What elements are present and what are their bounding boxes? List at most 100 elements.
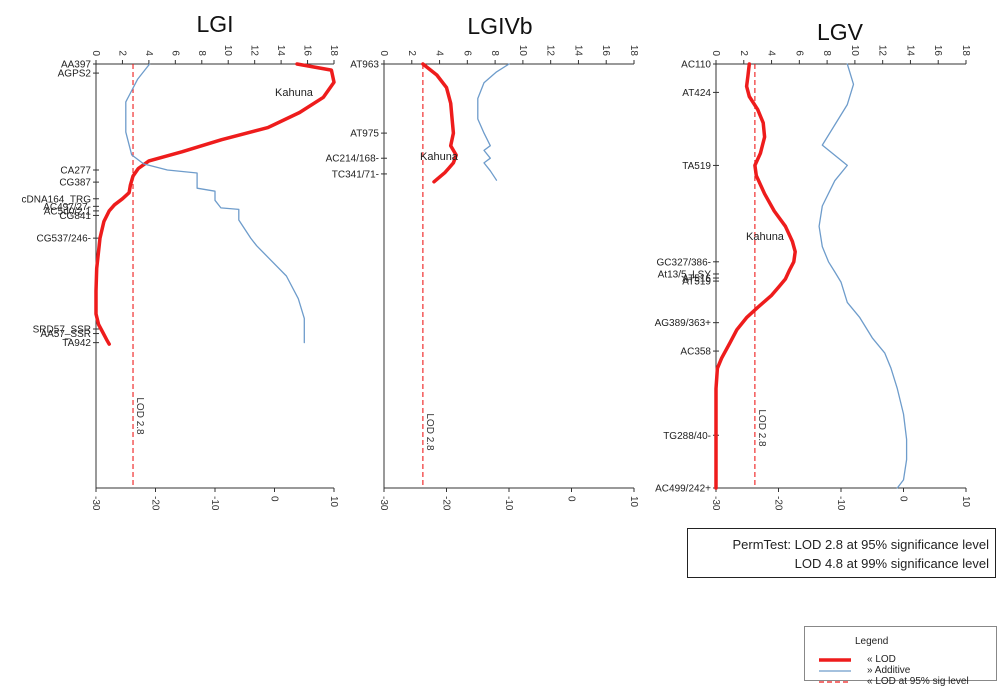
top-tick-label: 16 xyxy=(932,45,943,57)
marker-label: AT519 xyxy=(682,277,711,288)
legend-swatch-threshold xyxy=(819,681,851,683)
top-tick-label: 14 xyxy=(572,45,583,57)
marker-label: AC497/27- xyxy=(43,202,91,213)
marker-label: CG841 xyxy=(59,211,91,222)
marker-label: CG537/246- xyxy=(37,234,91,245)
bottom-tick-label: 0 xyxy=(566,496,577,502)
bottom-tick-label: -20 xyxy=(773,496,784,511)
marker-label: TA519 xyxy=(682,161,711,172)
panel-lgi: LGI 0 2 4 6 8 10 12 14 16 18 -30 -20 -10 0 10 AA397AGPS2… xyxy=(22,11,339,511)
marker-label: AC214/168- xyxy=(326,154,379,165)
bottom-tick-label: 0 xyxy=(269,496,280,502)
top-tick-label: 10 xyxy=(517,45,528,57)
legend-swatch-additive xyxy=(819,670,851,672)
bottom-tick-label: -20 xyxy=(150,496,161,511)
legend-item-additive: » Additive xyxy=(817,665,995,677)
top-tick-label: 12 xyxy=(249,45,260,57)
bottom-tick-label: 10 xyxy=(628,496,639,508)
bottom-tick-label: -10 xyxy=(835,496,846,511)
top-tick-label: 4 xyxy=(143,50,154,56)
top-tick-label: 2 xyxy=(406,50,417,56)
marker-label: TC341/71- xyxy=(332,169,379,180)
bottom-tick-label: 10 xyxy=(960,496,971,508)
marker-label: AG389/363+ xyxy=(655,318,712,329)
bottom-tick-label: 10 xyxy=(328,496,339,508)
legend-item-lod: « LOD xyxy=(817,654,995,666)
marker-label: CG387 xyxy=(59,178,91,189)
lod-series-line xyxy=(421,62,458,184)
marker-label: cDNA164_TRG xyxy=(22,194,92,205)
lod-series-line xyxy=(714,62,797,490)
top-tick-label: 2 xyxy=(738,50,749,56)
legend-label-threshold: « LOD at 95% sig level xyxy=(867,676,969,687)
top-tick-label: 16 xyxy=(600,45,611,57)
kahuna-annotation: Kahuna xyxy=(420,151,459,163)
bottom-tick-label: -30 xyxy=(90,496,101,511)
bottom-tick-label: -30 xyxy=(378,496,389,511)
top-tick-label: 14 xyxy=(275,45,286,57)
additive-series-line xyxy=(477,63,510,181)
marker-label: AC499/242+ xyxy=(655,484,711,495)
kahuna-annotation: Kahuna xyxy=(275,87,314,99)
top-tick-label: 8 xyxy=(196,50,207,56)
marker-label: AA397 xyxy=(61,60,91,71)
top-tick-label: 8 xyxy=(489,50,500,56)
marker-label: AT963 xyxy=(350,60,379,71)
panel-lgv: LGV 0 2 4 6 8 10 12 14 16 18 -30 -20 -10 0 10 AC110 AT424… xyxy=(655,19,971,511)
lod-series-line xyxy=(94,62,336,346)
additive-series-line xyxy=(818,63,908,489)
top-tick-label: 12 xyxy=(877,45,888,57)
legend-label-lod: « LOD xyxy=(867,654,896,665)
legend-item-threshold: « LOD at 95% sig level xyxy=(817,676,995,688)
top-tick-label: 6 xyxy=(169,50,180,56)
marker-label: TA942 xyxy=(62,338,91,349)
top-tick-label: 4 xyxy=(766,50,777,56)
kahuna-annotation: Kahuna xyxy=(746,231,785,243)
legend-title: Legend xyxy=(855,636,889,647)
top-tick-label: 10 xyxy=(222,45,233,57)
top-tick-label: 0 xyxy=(710,50,721,56)
perm-test-line-1: PermTest: LOD 2.8 at 95% significance le… xyxy=(732,537,989,552)
legend-swatch-lod xyxy=(819,658,851,662)
panel-lgivb: LGIVb 0 2 4 6 8 10 12 14 16 18 -30 -20 -10 0 10 AT963 AT9… xyxy=(326,13,639,511)
threshold-label: LOD 2.8 xyxy=(134,397,145,435)
marker-label: AGPS2 xyxy=(58,69,92,80)
top-tick-label: 18 xyxy=(328,45,339,57)
marker-label: CA277 xyxy=(60,166,91,177)
threshold-label: LOD 2.8 xyxy=(424,413,435,451)
marker-label: AT975 xyxy=(350,129,379,140)
top-tick-label: 4 xyxy=(434,50,445,56)
top-tick-label: 16 xyxy=(302,45,313,57)
marker-label: AC358 xyxy=(680,347,711,358)
top-tick-label: 10 xyxy=(849,45,860,57)
top-tick-label: 6 xyxy=(793,50,804,56)
top-tick-label: 14 xyxy=(904,45,915,57)
legend: Legend « LOD » Additive « LOD at 95% sig… xyxy=(804,626,997,687)
legend-label-additive: » Additive xyxy=(867,665,911,676)
marker-label: AT516 xyxy=(682,274,711,285)
threshold-label: LOD 2.8 xyxy=(756,409,767,447)
top-tick-label: 12 xyxy=(545,45,556,57)
bottom-tick-label: -10 xyxy=(209,496,220,511)
bottom-tick-label: -20 xyxy=(441,496,452,511)
marker-label: AA57_SSR xyxy=(40,329,91,340)
marker-label: TG288/40- xyxy=(663,431,711,442)
panel-title: LGI xyxy=(196,11,233,37)
panel-title: LGV xyxy=(817,19,864,45)
marker-label: AC5d0/2.1 xyxy=(44,206,92,217)
panel-title: LGIVb xyxy=(467,13,532,39)
bottom-tick-label: -10 xyxy=(503,496,514,511)
top-tick-label: 18 xyxy=(960,45,971,57)
top-tick-label: 8 xyxy=(821,50,832,56)
bottom-tick-label: 0 xyxy=(898,496,909,502)
marker-label: GC327/386- xyxy=(657,257,711,268)
top-tick-label: 6 xyxy=(461,50,472,56)
marker-label: AC110 xyxy=(681,60,711,71)
top-tick-label: 0 xyxy=(90,50,101,56)
marker-label: AT424 xyxy=(682,88,711,99)
bottom-tick-label: -30 xyxy=(710,496,721,511)
top-tick-label: 2 xyxy=(116,50,127,56)
marker-label: At13/5_LSY xyxy=(658,269,712,280)
additive-series-line xyxy=(125,63,305,344)
